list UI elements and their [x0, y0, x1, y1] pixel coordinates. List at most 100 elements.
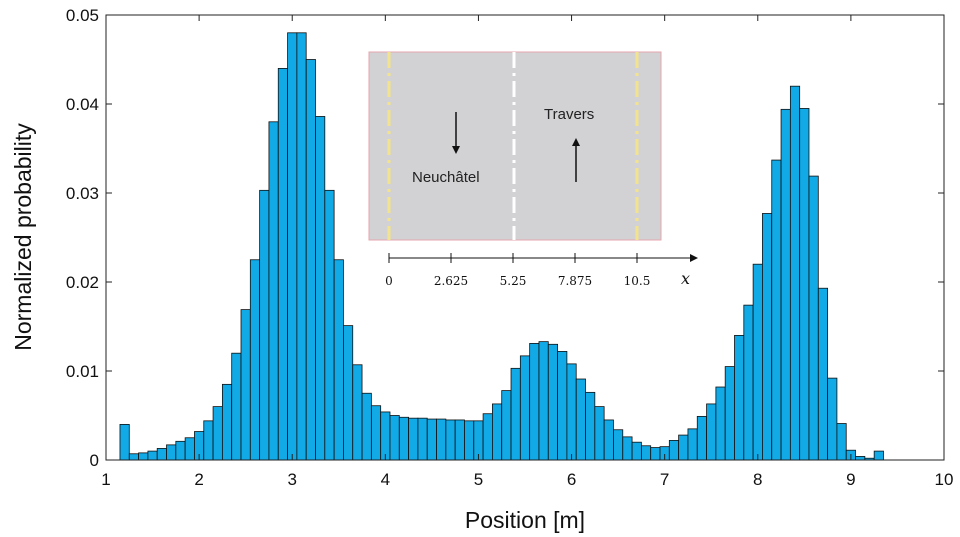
label-travers: Travers	[544, 106, 594, 123]
bar	[324, 189, 335, 461]
bar	[147, 450, 158, 461]
bar	[678, 434, 689, 461]
bar	[817, 287, 829, 461]
x-tick-label: 1	[101, 470, 110, 489]
inset-tick-label: 5.25	[500, 274, 527, 288]
bar	[789, 85, 801, 461]
x-tick-label: 10	[935, 470, 954, 489]
bar	[715, 386, 726, 461]
label-neuchatel: Neuchâtel	[412, 169, 480, 186]
bar	[361, 392, 372, 461]
x-tick-label: 2	[194, 470, 203, 489]
bar	[808, 175, 819, 461]
x-tick-label: 5	[474, 470, 483, 489]
bar	[724, 366, 735, 461]
bar	[603, 419, 614, 461]
bar	[184, 437, 195, 461]
bar	[389, 415, 400, 461]
x-tick-label: 8	[753, 470, 762, 489]
bar	[640, 445, 652, 461]
bar	[622, 436, 633, 461]
bar	[296, 32, 307, 461]
bar	[287, 32, 298, 461]
bar	[519, 355, 531, 461]
bar	[613, 429, 624, 461]
bar	[221, 383, 233, 461]
bar	[575, 378, 586, 461]
bar	[343, 325, 354, 461]
bar	[464, 420, 475, 461]
bar	[743, 304, 754, 461]
bar	[650, 447, 661, 461]
bar	[445, 419, 456, 461]
bar	[119, 423, 130, 461]
bar	[529, 343, 540, 461]
bar	[305, 59, 316, 461]
inset-axis-variable: x	[681, 269, 690, 288]
bar	[538, 341, 549, 461]
inset-axis-arrow-head	[690, 254, 698, 262]
inset-tick-label: 10.5	[624, 274, 651, 288]
plot-frame	[105, 14, 945, 461]
bar	[799, 108, 810, 461]
bar	[259, 189, 270, 461]
inset-tick-label: 0	[385, 274, 393, 288]
bar	[687, 428, 698, 461]
y-tick-label: 0.01	[66, 362, 99, 381]
y-tick-label: 0	[90, 451, 99, 470]
bar	[827, 377, 838, 461]
bar	[454, 419, 465, 461]
bar	[138, 452, 149, 461]
bar	[585, 391, 596, 461]
bar	[277, 68, 288, 461]
bar	[212, 406, 223, 461]
y-tick-label: 0.05	[66, 6, 99, 25]
bar	[594, 406, 605, 461]
bar	[436, 418, 447, 461]
bar	[762, 213, 773, 461]
x-tick-label: 4	[381, 470, 390, 489]
bar	[398, 416, 410, 461]
bar	[203, 420, 214, 461]
y-axis-title: Normalized probability	[10, 123, 36, 351]
x-tick-label: 9	[846, 470, 855, 489]
bar	[706, 403, 717, 461]
bar	[268, 121, 279, 461]
bar	[426, 418, 437, 461]
bar	[566, 363, 577, 461]
bar	[370, 405, 382, 461]
direction-arrow-up-head	[572, 138, 580, 146]
bar	[631, 441, 642, 461]
bar	[408, 417, 419, 461]
y-tick-label: 0.04	[66, 95, 99, 114]
bar	[780, 108, 791, 461]
x-tick-label: 3	[287, 470, 296, 489]
bar	[696, 415, 707, 461]
x-tick-label: 6	[567, 470, 576, 489]
bar	[501, 390, 512, 461]
y-tick-label: 0.03	[66, 184, 99, 203]
bar	[752, 263, 763, 461]
bar	[380, 411, 391, 461]
bar	[315, 116, 326, 461]
bar	[156, 448, 167, 461]
y-axis: 0 0.01 0.02 0.03 0.04 0.05	[66, 6, 944, 470]
inset-tick-label: 2.625	[434, 274, 468, 288]
x-tick-label: 7	[660, 470, 669, 489]
x-axis-title: Position [m]	[465, 507, 585, 533]
x-axis: 1 2 3 4 5 6 7 8 9 10	[101, 15, 953, 489]
bar	[175, 440, 186, 461]
bar	[873, 450, 884, 461]
bar	[771, 159, 782, 461]
bar	[417, 417, 428, 461]
bar	[333, 259, 344, 461]
bar	[557, 351, 568, 461]
bar	[240, 309, 251, 461]
bar	[166, 444, 177, 461]
bar	[128, 453, 139, 461]
bar	[352, 364, 363, 461]
road-inset: Neuchâtel Travers 0 2.625 5.25 7.875 10.5 x	[368, 51, 698, 288]
direction-arrow-down-head	[452, 146, 460, 154]
bar	[249, 259, 261, 461]
